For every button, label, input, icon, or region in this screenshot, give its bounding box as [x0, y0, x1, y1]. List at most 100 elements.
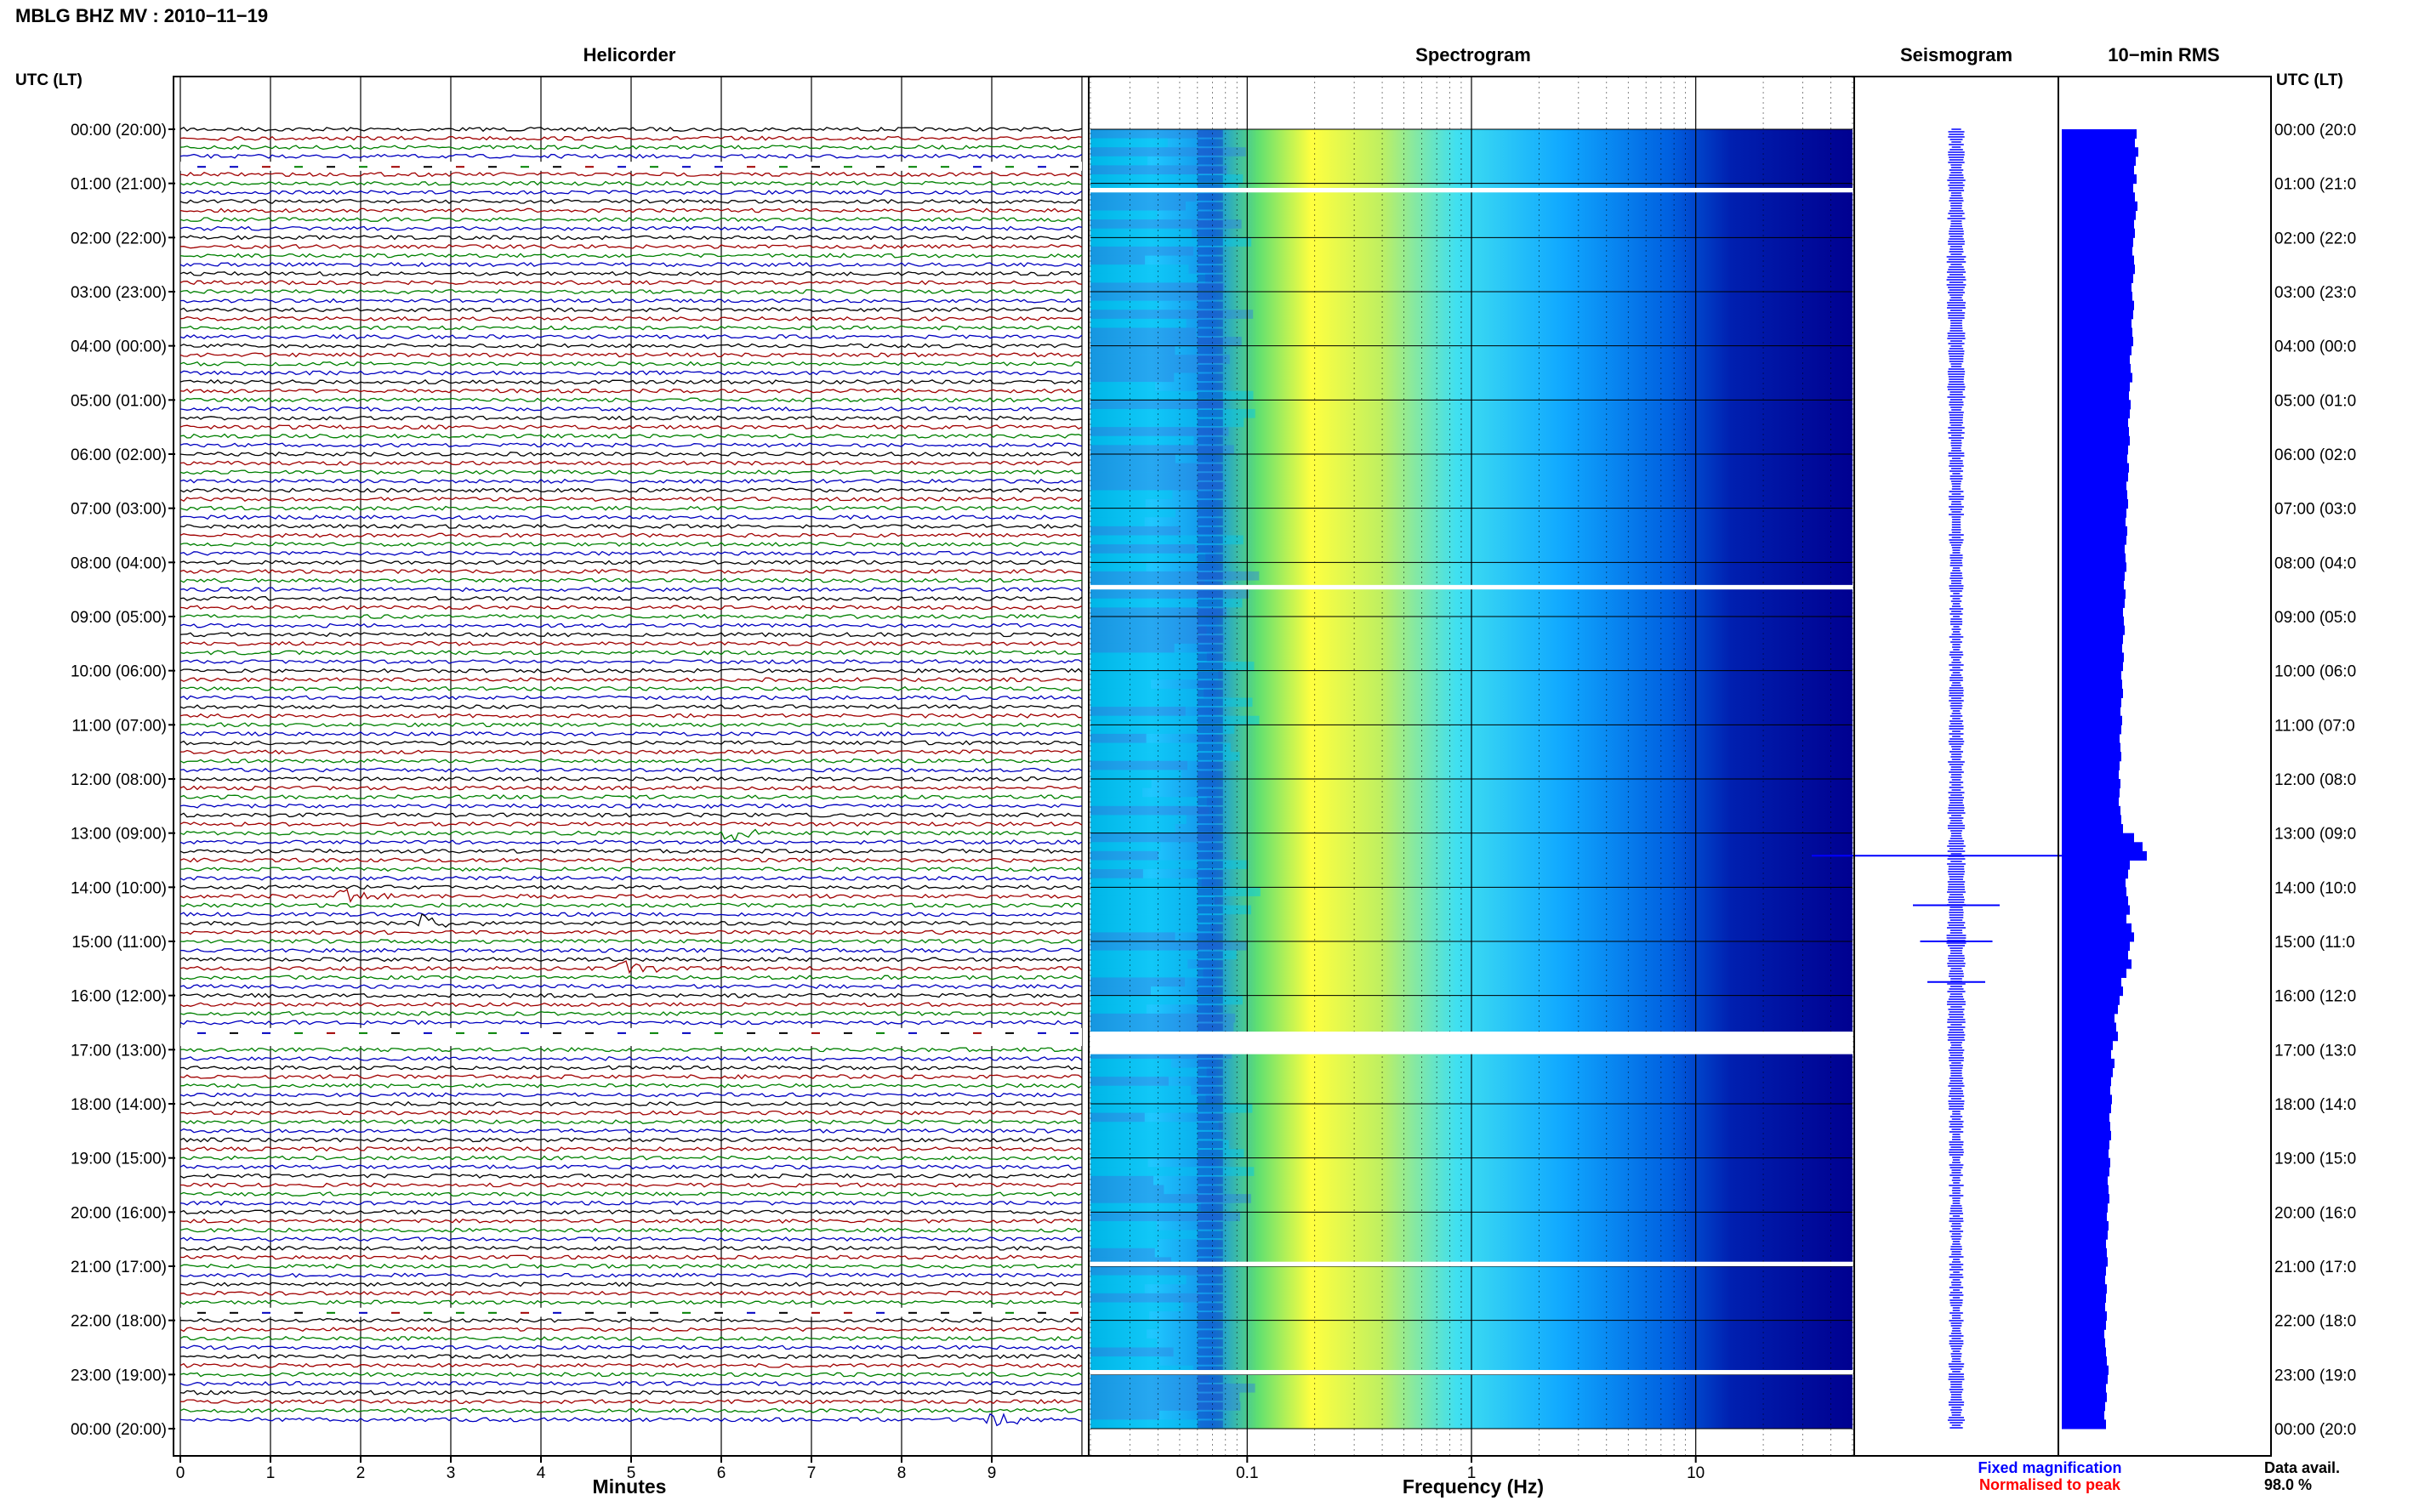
- minute-tick-label: 4: [537, 1464, 546, 1482]
- rms-bar: [2062, 752, 2121, 762]
- hour-label: 12:00 (08:00): [71, 771, 167, 789]
- spectrogram-row: [1090, 390, 1254, 401]
- rms-bar: [2062, 571, 2125, 582]
- helicorder-trace: [179, 235, 1083, 241]
- helicorder-trace: [179, 1020, 1083, 1026]
- rms-bar: [2062, 770, 2119, 780]
- helicorder-trace: [179, 685, 1083, 691]
- spectrogram-row: [1090, 941, 1247, 951]
- spectrogram-row: [1090, 1104, 1253, 1113]
- minute-tick-label: 7: [807, 1464, 817, 1482]
- helicorder-trace: [179, 542, 1083, 548]
- helicorder-trace: [180, 1182, 1082, 1188]
- spectrogram-row: [1197, 1203, 1223, 1212]
- spectrogram-row: [1197, 1213, 1223, 1220]
- rms-bar: [2062, 1058, 2114, 1069]
- spectrogram-row: [1090, 1077, 1169, 1086]
- spectrogram-row: [1197, 1339, 1223, 1347]
- hour-label: 20:00 (16:00): [71, 1204, 167, 1222]
- helicorder-trace: [179, 334, 1083, 340]
- spectrogram-row: [1197, 825, 1223, 833]
- spectrogram-row: [1090, 1401, 1241, 1411]
- spectrogram-row: [1090, 273, 1205, 283]
- spectrogram-row: [1197, 969, 1223, 977]
- helicorder-trace: [179, 1074, 1083, 1080]
- data-availability-value: 98.0 %: [2264, 1476, 2312, 1493]
- spectrogram-row: [1090, 1013, 1236, 1023]
- spectrogram-row: [1197, 1248, 1223, 1257]
- rms-bar: [2062, 1311, 2107, 1322]
- hour-labels-left: 00:00 (20:00) 01:00 (21:00) 02:00 (22:00) 0…: [71, 122, 175, 1439]
- rms-bar: [2062, 345, 2132, 355]
- hour-labels-right: 00:00 (20:0 01:00 (21:0 02:00 (22:0 03:00 (…: [2274, 122, 2356, 1439]
- spectrogram-row: [1090, 228, 1192, 238]
- rms-bar: [2062, 625, 2125, 635]
- spectrogram-row: [1197, 319, 1223, 327]
- rms-bar: [2062, 670, 2121, 680]
- helicorder-trace: [179, 992, 1083, 998]
- helicorder-trace: [179, 550, 1083, 556]
- spectrogram-row: [1197, 644, 1223, 652]
- spectrogram-row: [1197, 355, 1223, 363]
- rms-bar: [2062, 201, 2137, 211]
- spectrogram-row: [1197, 915, 1223, 923]
- hour-label: 01:00 (21:0: [2274, 176, 2356, 194]
- spectrogram-row: [1090, 887, 1261, 896]
- spectrogram-gap: [1090, 584, 1853, 590]
- spectrogram-row: [1197, 987, 1223, 995]
- helicorder-trace: [179, 912, 1083, 928]
- spectrogram-row: [1197, 1168, 1223, 1175]
- spectrogram-row: [1090, 679, 1152, 689]
- rms-bar: [2062, 327, 2132, 338]
- spectrogram-row: [1090, 1004, 1147, 1014]
- spectrogram-row: [1197, 617, 1223, 625]
- spectrogram-row: [1197, 1123, 1223, 1130]
- spectrogram-row: [1090, 363, 1198, 373]
- minute-tick-label: 2: [356, 1464, 366, 1482]
- spectrogram-row: [1197, 680, 1223, 688]
- spectrogram-row: [1090, 156, 1148, 166]
- spectrogram-row: [1090, 634, 1224, 644]
- hour-label: 06:00 (02:0: [2274, 446, 2356, 464]
- spectrogram-row: [1197, 283, 1223, 291]
- helicorder-trace: [179, 243, 1083, 249]
- spectrogram-row: [1090, 977, 1185, 987]
- seismogram-panel: [1812, 128, 2101, 1429]
- spectrogram-row: [1197, 1321, 1223, 1329]
- helicorder-trace: [179, 1065, 1083, 1071]
- spectrogram-row: [1090, 1320, 1160, 1330]
- hour-label: 23:00 (19:0: [2274, 1367, 2356, 1384]
- spectrogram-row: [1090, 544, 1196, 554]
- spectrogram-row: [1090, 292, 1212, 301]
- spectrogram-row: [1197, 481, 1223, 490]
- rms-bar: [2062, 445, 2128, 455]
- spectrogram-row: [1090, 165, 1227, 175]
- helicorder-trace: [179, 1236, 1083, 1242]
- helicorder-trace: [179, 794, 1083, 800]
- spectrogram-row: [1197, 1411, 1223, 1419]
- spectrogram-row: [1090, 418, 1244, 428]
- helicorder-trace: [179, 1413, 1083, 1427]
- helicorder-trace: [179, 828, 1083, 843]
- hour-label: 17:00 (13:00): [71, 1042, 167, 1060]
- hour-label: 07:00 (03:0: [2274, 501, 2356, 519]
- helicorder-trace: [179, 975, 1083, 981]
- spectrogram-row: [1090, 1185, 1164, 1195]
- spectrogram-row: [1090, 1383, 1255, 1393]
- spectrogram-row: [1090, 246, 1194, 256]
- helicorder-trace: [179, 889, 1083, 903]
- helicorder-trace: [179, 415, 1083, 421]
- minutes-ticks: 0 1 2 3 4 5 6 7 8 9: [176, 1456, 996, 1482]
- helicorder-trace: [179, 460, 1083, 466]
- rms-bar: [2062, 1157, 2110, 1168]
- helicorder-trace: [179, 1146, 1083, 1152]
- helicorder-trace: [179, 1083, 1083, 1089]
- helicorder-trace: [179, 785, 1083, 791]
- spectrogram-row: [1197, 1105, 1223, 1112]
- spectrogram-row: [1090, 300, 1159, 310]
- helicorder-trace: [179, 1362, 1083, 1368]
- rms-bar: [2062, 895, 2128, 907]
- spectrogram-row: [1197, 896, 1223, 905]
- rms-bar: [2062, 210, 2136, 220]
- spectrogram-row: [1090, 1022, 1234, 1032]
